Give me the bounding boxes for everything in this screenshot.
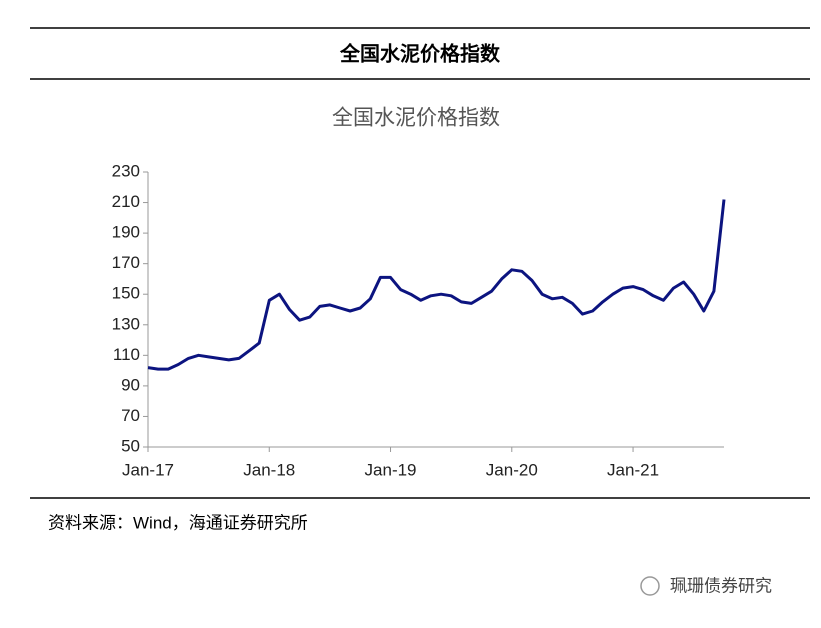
watermark: 珮珊债券研究 [670,576,772,595]
y-tick-label: 130 [112,314,140,333]
y-tick-label: 230 [112,161,140,180]
y-tick-label: 190 [112,223,140,242]
watermark-icon [640,576,660,596]
x-tick-label: Jan-17 [122,460,174,479]
x-tick-label: Jan-18 [243,460,295,479]
y-tick-label: 50 [121,436,140,455]
plot: 50 70 90 110 130 150 170 190 210 230 Jan-17 Jan-18 J… [112,161,726,479]
series-line [147,199,726,371]
y-tick-label: 210 [112,192,140,211]
chart-title: 全国水泥价格指数 [332,107,500,130]
header-title: 全国水泥价格指数 [339,41,501,65]
y-tick-label: 110 [113,345,140,364]
y-tick-label: 90 [121,375,140,394]
x-tick-label: Jan-21 [607,460,659,479]
x-tick-label: Jan-20 [486,460,538,479]
y-tick-label: 170 [112,253,140,272]
y-tick-label: 150 [112,284,140,303]
x-tick-label: Jan-19 [365,460,417,479]
y-tick-label: 70 [121,406,140,425]
source: 资料来源：Wind，海通证券研究所 [48,513,308,532]
